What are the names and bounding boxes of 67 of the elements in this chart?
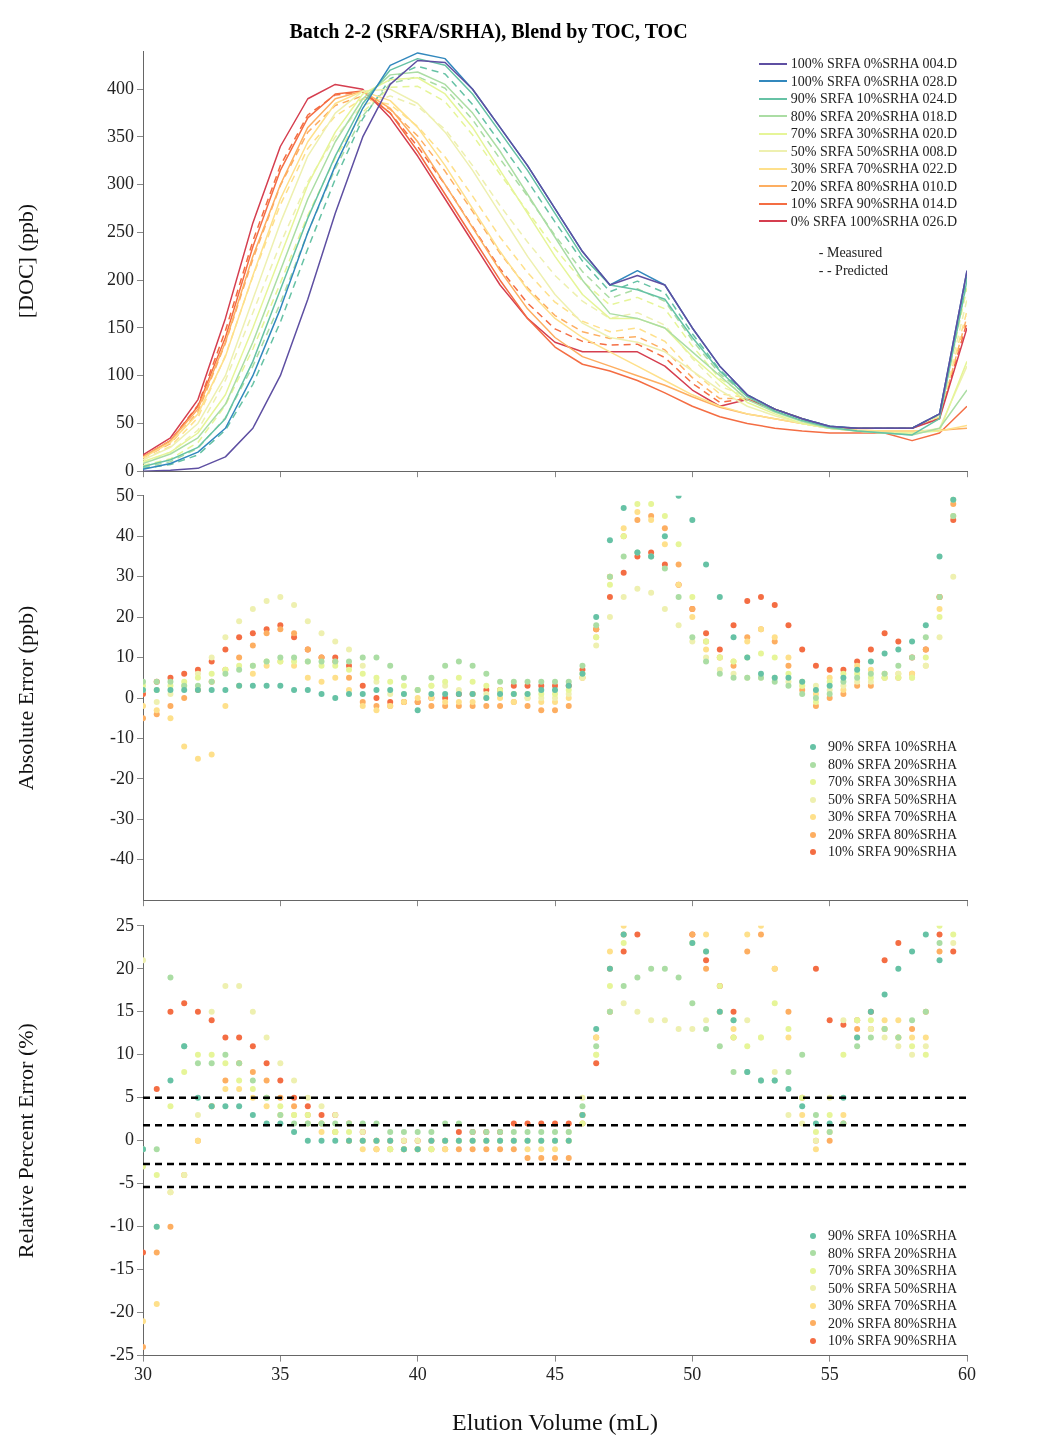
legend-label: 100% SRFA 0%SRHA 004.D: [790, 55, 957, 73]
y-tick-label: 200: [107, 268, 134, 289]
legend-label: 90% SRFA 10%SRHA 024.D: [790, 90, 957, 108]
y-tick-label: 100: [107, 364, 134, 385]
y-tick-label: -30: [110, 808, 134, 829]
legend-label: 50% SRFA 50%SRHA: [828, 1279, 957, 1298]
legend-label: 10% SRFA 90%SRHA: [828, 1332, 957, 1350]
y-tick-label: -40: [110, 848, 134, 869]
legend-label: 0% SRFA 100%SRHA 026.D: [790, 212, 957, 230]
y-tick-label: -25: [110, 1344, 134, 1365]
legend-label: 90% SRFA 10%SRHA: [828, 738, 957, 756]
chart-title: Batch 2-2 (SRFA/SRHA), Blend by TOC, TOC: [289, 20, 688, 44]
x-tick-label: 35: [271, 1364, 290, 1385]
legend-label: 80% SRFA 20%SRHA 018.D: [790, 107, 957, 125]
x-tick-label: 60: [958, 1364, 976, 1385]
y-tick-label: -5: [119, 1172, 134, 1193]
x-tick-label: 45: [546, 1364, 564, 1385]
legend-label: 30% SRFA 70%SRHA 022.D: [790, 160, 957, 178]
y-tick-label: 350: [107, 125, 134, 146]
y-tick-label: 25: [116, 914, 134, 935]
x-axis-title: Elution Volume (mL): [452, 1408, 658, 1435]
y-tick-label: 0: [125, 459, 134, 480]
legend-label: 90% SRFA 10%SRHA: [828, 1227, 957, 1245]
y-tick-label: 15: [116, 1000, 134, 1021]
y-tick-label: -10: [110, 1215, 134, 1236]
legend-label: 20% SRFA 80%SRHA 010.D: [790, 177, 957, 195]
y-tick-label: 10: [116, 646, 134, 667]
y-tick-label: 150: [107, 316, 134, 337]
y-axis-title: Absolute Error (ppb): [12, 605, 38, 791]
annotation: - - Predicted: [817, 261, 889, 279]
y-tick-label: 40: [116, 524, 134, 545]
y-tick-label: 300: [107, 173, 134, 194]
y-tick-label: 5: [125, 1086, 134, 1107]
legend-label: 20% SRFA 80%SRHA: [828, 1314, 957, 1333]
y-tick-label: 20: [116, 605, 134, 626]
x-tick-label: 40: [408, 1364, 427, 1385]
legend-label: 80% SRFA 20%SRHA: [828, 1244, 957, 1263]
legend-label: 100% SRFA 0%SRHA 028.D: [790, 72, 957, 90]
y-axis-title: [DOC] (ppb): [12, 203, 38, 319]
y-tick-label: 20: [116, 957, 134, 978]
y-tick-label: 50: [116, 484, 134, 505]
y-tick-label: 0: [125, 686, 134, 707]
annotation: - Measured: [817, 244, 884, 262]
y-tick-label: 50: [116, 412, 134, 433]
y-tick-label: 400: [107, 77, 134, 98]
legend-label: 50% SRFA 50%SRHA: [828, 790, 957, 809]
legend-label: 50% SRFA 50%SRHA 008.D: [790, 142, 957, 160]
legend-label: 70% SRFA 30%SRHA 020.D: [790, 125, 957, 143]
y-tick-label: 0: [125, 1129, 134, 1150]
y-tick-label: -10: [110, 727, 134, 748]
x-tick-label: 55: [820, 1364, 839, 1385]
legend-label: 80% SRFA 20%SRHA: [828, 755, 957, 774]
y-axis-title: Relative Percent Error (%): [12, 1023, 38, 1259]
x-tick-label: 50: [683, 1364, 702, 1385]
legend-label: 70% SRFA 30%SRHA: [828, 1262, 957, 1280]
y-tick-label: -20: [110, 767, 134, 788]
legend-label: 10% SRFA 90%SRHA 014.D: [790, 195, 957, 213]
y-tick-label: -15: [110, 1258, 134, 1279]
legend-label: 20% SRFA 80%SRHA: [828, 825, 957, 844]
legend-label: 10% SRFA 90%SRHA: [828, 843, 957, 861]
legend-label: 30% SRFA 70%SRHA: [828, 808, 957, 826]
legend-label: 30% SRFA 70%SRHA: [828, 1297, 957, 1315]
y-tick-label: 10: [116, 1043, 134, 1064]
y-tick-label: 250: [107, 221, 134, 242]
y-tick-label: 30: [116, 565, 134, 586]
legend-label: 70% SRFA 30%SRHA: [828, 773, 957, 791]
y-tick-label: -20: [110, 1301, 134, 1322]
